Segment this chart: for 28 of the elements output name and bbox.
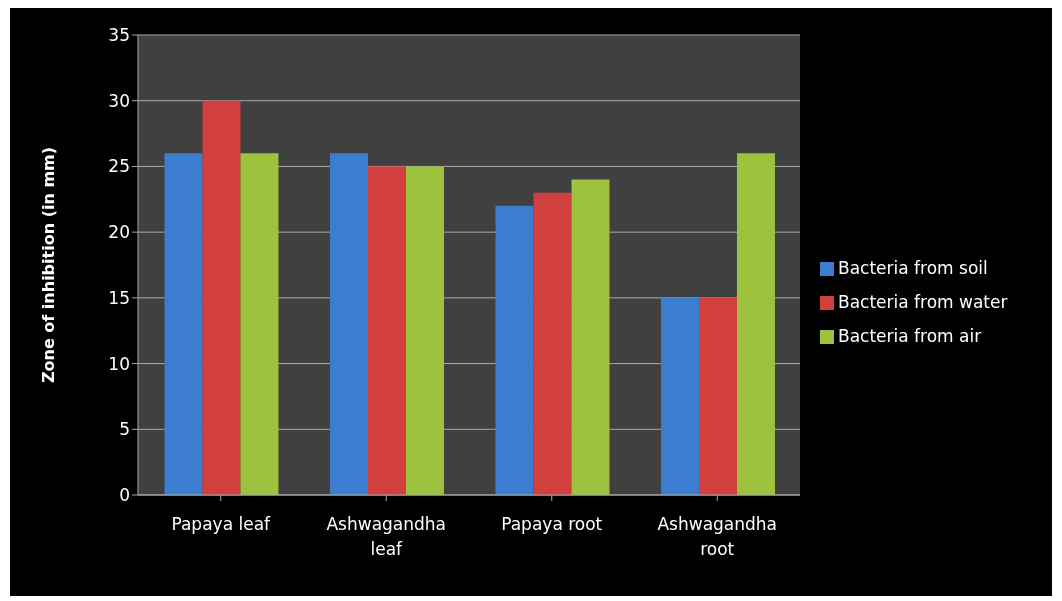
bar <box>202 100 241 495</box>
bar <box>240 153 279 495</box>
y-tick-label: 5 <box>119 419 130 440</box>
y-tick-label: 25 <box>108 156 130 177</box>
x-tick-label: Papaya leaf <box>171 514 272 534</box>
bar <box>405 166 444 495</box>
y-tick-label: 10 <box>108 353 130 374</box>
y-tick-label: 35 <box>108 25 130 46</box>
bar <box>533 192 572 495</box>
y-tick-label: 20 <box>108 222 130 243</box>
bar <box>164 153 203 495</box>
bar <box>495 205 534 495</box>
x-tick-label: Ashwagandha root <box>657 514 778 559</box>
bar <box>660 297 699 495</box>
y-tick-label: 30 <box>108 90 130 111</box>
bar <box>736 153 775 495</box>
y-tick-label: 15 <box>108 287 130 308</box>
legend-label: Bacteria from soil <box>838 258 988 278</box>
x-tick-label: Papaya root <box>501 514 603 534</box>
bar <box>329 153 368 495</box>
bar <box>571 179 610 495</box>
legend-label: Bacteria from water <box>838 292 1008 312</box>
y-tick-label: 0 <box>119 485 130 506</box>
bar <box>367 166 406 495</box>
x-tick-label: Ashwagandha leaf <box>326 514 447 559</box>
y-axis-title: Zone of inhibition (in mm) <box>38 146 58 384</box>
bar <box>698 297 737 495</box>
legend-label: Bacteria from air <box>838 326 982 346</box>
